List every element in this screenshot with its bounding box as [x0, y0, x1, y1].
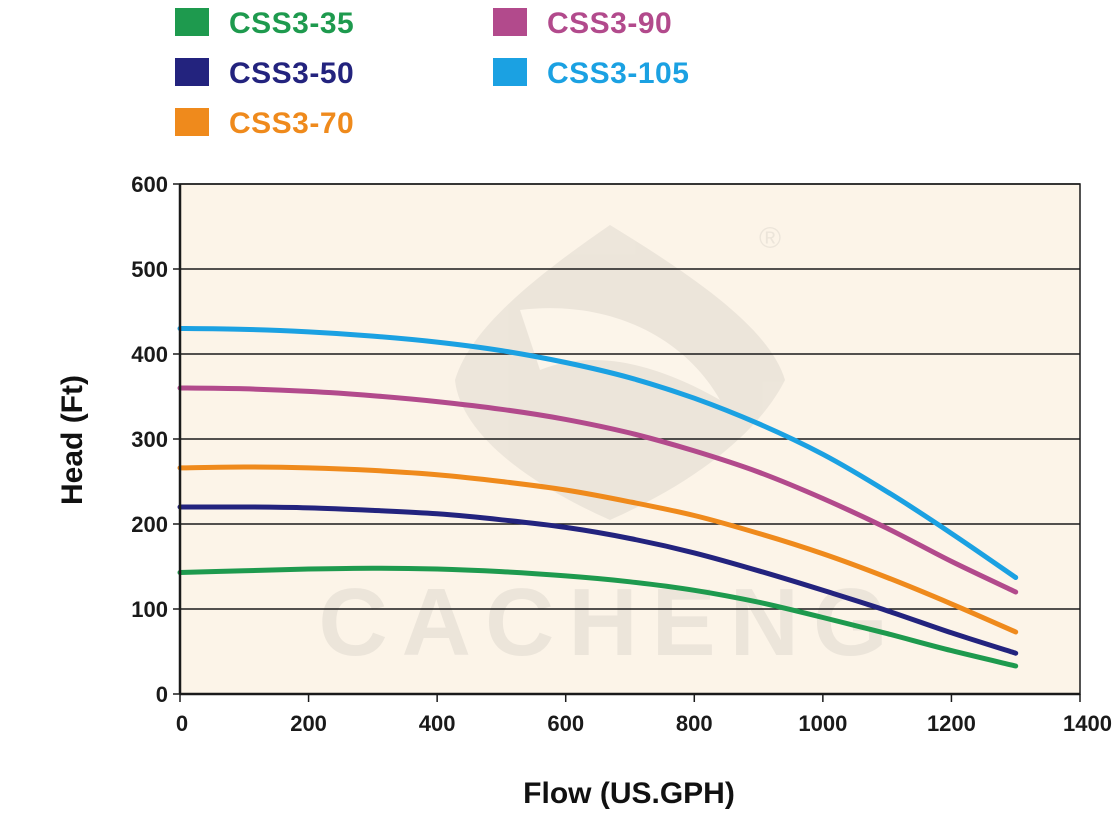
y-tick-label: 500: [131, 257, 168, 282]
y-tick-labels: 0 100 200 300 400 500 600: [131, 172, 168, 707]
legend-swatch: [175, 8, 209, 36]
y-tick-label: 400: [131, 342, 168, 367]
x-tick-label: 400: [419, 711, 456, 736]
watermark-emblem: [455, 225, 785, 520]
x-tick-label: 0: [176, 711, 188, 736]
y-axis-title: Head (Ft): [56, 375, 89, 505]
series-line-css3-90: [177, 385, 1019, 595]
legend-swatch: [493, 8, 527, 36]
watermark-logo: CACHENG ®: [318, 222, 901, 676]
x-tick-label: 800: [676, 711, 713, 736]
y-tick-label: 100: [131, 597, 168, 622]
axes: [173, 183, 1081, 702]
legend-item-css3-90: CSS3-90: [493, 7, 672, 40]
legend-item-css3-35: CSS3-35: [175, 7, 354, 40]
legend-label: CSS3-35: [229, 7, 354, 40]
legend-label: CSS3-50: [229, 57, 354, 90]
series-line-css3-50: [177, 504, 1019, 656]
y-tick-label: 200: [131, 512, 168, 537]
series-lines: [177, 326, 1019, 669]
series-line-css3-70: [177, 464, 1019, 635]
x-tick-labels: 0 200 400 600 800 1000 1200 1400: [176, 711, 1112, 736]
watermark-registered-mark: ®: [759, 222, 781, 255]
x-tick-label: 600: [547, 711, 584, 736]
legend-item-css3-70: CSS3-70: [175, 107, 354, 140]
y-tick-label: 300: [131, 427, 168, 452]
watermark-text: CACHENG: [318, 569, 901, 676]
legend-item-css3-50: CSS3-50: [175, 57, 354, 90]
y-tick-label: 0: [156, 682, 168, 707]
x-tick-label: 200: [290, 711, 327, 736]
legend: CSS3-35 CSS3-50 CSS3-70 CSS3-90 CSS3-105: [175, 7, 689, 140]
legend-label: CSS3-105: [547, 57, 689, 90]
x-axis-title: Flow (US.GPH): [523, 777, 735, 810]
x-tick-label: 1000: [798, 711, 847, 736]
y-tick-label: 600: [131, 172, 168, 197]
x-tick-label: 1200: [927, 711, 976, 736]
x-tick-label: 1400: [1063, 711, 1112, 736]
legend-swatch: [175, 58, 209, 86]
grid-lines: [180, 183, 1080, 610]
legend-swatch: [175, 108, 209, 136]
series-line-css3-35: [177, 565, 1019, 669]
legend-swatch: [493, 58, 527, 86]
legend-label: CSS3-90: [547, 7, 672, 40]
legend-item-css3-105: CSS3-105: [493, 57, 689, 90]
series-line-css3-105: [177, 326, 1019, 580]
legend-label: CSS3-70: [229, 107, 354, 140]
